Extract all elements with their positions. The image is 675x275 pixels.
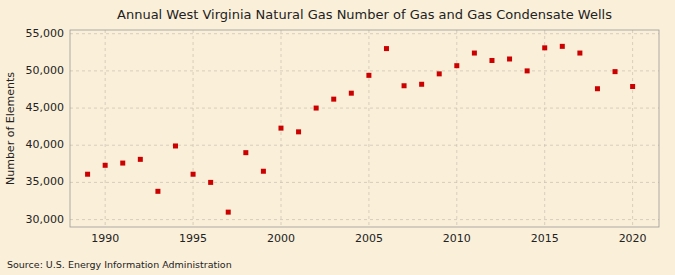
x-grid-line	[544, 30, 545, 227]
title: Annual West Virginia Natural Gas Number …	[117, 7, 612, 22]
x-grid-line	[632, 30, 633, 227]
points	[85, 44, 635, 215]
point	[155, 189, 160, 194]
x-tick-label: 2000	[267, 232, 295, 245]
point	[577, 51, 582, 56]
point	[525, 68, 530, 73]
x-grid-line	[456, 30, 457, 227]
point	[560, 44, 565, 49]
plot-frame	[70, 30, 659, 227]
source: Source: U.S. Energy Information Administ…	[7, 259, 232, 270]
point	[384, 46, 389, 51]
y-tick-label: 50,000	[26, 64, 65, 77]
point	[507, 56, 512, 61]
point	[613, 69, 618, 74]
x-tick-label: 1990	[91, 232, 119, 245]
point	[226, 210, 231, 215]
point	[454, 63, 459, 68]
y-axis-label: Number of Elements	[4, 72, 17, 185]
point	[331, 97, 336, 102]
point	[138, 157, 143, 162]
y-grid-line	[70, 33, 659, 34]
chart-container: 30,000 35,000 40,000 45,000 50,000 55,000 1990…	[0, 0, 675, 275]
point	[630, 84, 635, 89]
point	[472, 51, 477, 56]
point	[191, 172, 196, 177]
grid	[70, 30, 659, 227]
x-tick-label: 2015	[531, 232, 559, 245]
y-grid-line	[70, 182, 659, 183]
x-tick-label: 2010	[443, 232, 471, 245]
x-grid-line	[193, 30, 194, 227]
chart: 30,000 35,000 40,000 45,000 50,000 55,000 1990…	[0, 0, 675, 275]
y-tick-label: 30,000	[26, 213, 65, 226]
point	[419, 82, 424, 87]
x-tick-label: 2005	[355, 232, 383, 245]
point	[208, 180, 213, 185]
y-tick-label: 35,000	[26, 175, 65, 188]
y-grid-line	[70, 145, 659, 146]
point	[437, 71, 442, 76]
point	[243, 150, 248, 155]
point	[402, 83, 407, 88]
point	[314, 106, 319, 111]
x-tick-label: 2020	[619, 232, 647, 245]
point	[85, 172, 90, 177]
point	[120, 161, 125, 166]
x-grid-line	[368, 30, 369, 227]
point	[595, 86, 600, 91]
x-tick-label: 1995	[179, 232, 207, 245]
y-grid-line	[70, 108, 659, 109]
y-grid-line	[70, 70, 659, 71]
point	[278, 126, 283, 131]
point	[296, 129, 301, 134]
point	[261, 169, 266, 174]
axes: 30,000 35,000 40,000 45,000 50,000 55,000 1990…	[26, 27, 647, 245]
point	[349, 91, 354, 96]
y-tick-label: 45,000	[26, 101, 65, 114]
point	[366, 73, 371, 78]
point	[542, 45, 547, 50]
background	[0, 0, 675, 275]
point	[489, 58, 494, 63]
y-tick-label: 40,000	[26, 138, 65, 151]
y-tick-label: 55,000	[26, 27, 65, 40]
x-grid-line	[105, 30, 106, 227]
point	[103, 163, 108, 168]
y-grid-line	[70, 219, 659, 220]
point	[173, 143, 178, 148]
